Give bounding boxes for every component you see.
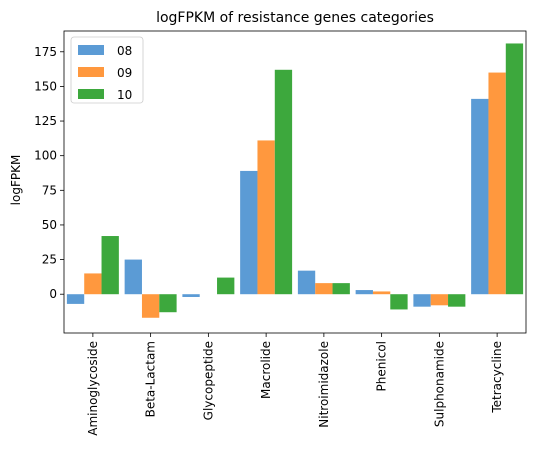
bar-10-beta-lactam [159,294,177,313]
y-axis-label: logFPKM [9,155,23,206]
bar-08-macrolide [240,170,258,295]
bar-10-sulphonamide [448,294,466,307]
x-axis: Aminoglycoside Beta-Lactam Glycopeptide Mac… [86,333,504,436]
y-tick-label: 100 [34,149,57,163]
x-tick-label: Nitroimidazole [317,341,331,428]
bar-09-sulphonamide [430,294,449,306]
bar-10-glycopeptide [217,277,235,295]
y-tick-label: 0 [49,287,57,301]
y-tick-label: 175 [34,45,57,59]
bar-08-sulphonamide [413,294,431,307]
x-tick-label: Aminoglycoside [86,341,100,436]
y-tick-label: 150 [34,79,57,93]
legend-label-09: 09 [117,66,132,80]
y-tick-label: 75 [42,183,57,197]
bar-10-macrolide [274,69,293,295]
bar-10-tetracycline [505,43,524,295]
x-tick-label: Glycopeptide [201,341,215,420]
y-tick-label: 50 [42,218,57,232]
legend-label-10: 10 [117,88,132,102]
y-axis: 0 25 50 75 100 125 150 175 [34,45,64,301]
legend-swatch-09 [78,67,104,77]
bars-layer [66,43,524,318]
legend-label-08: 08 [117,44,132,58]
bar-09-phenicol [372,291,391,295]
bar-09-nitroimidazole [315,283,333,295]
legend-swatch-08 [78,45,104,55]
bar-09-aminoglycoside [84,273,102,295]
legend: 08 09 10 [70,36,144,104]
y-tick-label: 125 [34,114,57,128]
bar-08-aminoglycoside [66,294,85,304]
bar-09-macrolide [257,140,275,295]
x-tick-label: Sulphonamide [432,341,446,427]
x-tick-label: Tetracycline [490,341,504,414]
bar-10-phenicol [390,294,408,310]
y-tick-label: 25 [42,253,57,267]
x-tick-label: Phenicol [375,341,389,391]
bar-09-tetracycline [488,72,506,295]
bar-08-beta-lactam [124,259,142,295]
bar-08-tetracycline [471,98,489,295]
bar-08-phenicol [355,290,373,295]
x-tick-label: Macrolide [259,341,273,399]
bar-10-nitroimidazole [332,283,350,295]
bar-09-beta-lactam [141,294,160,318]
legend-swatch-10 [78,89,104,99]
plot-frame [63,30,527,334]
chart-title: logFPKM of resistance genes categories [156,10,434,26]
bar-10-aminoglycoside [101,236,119,295]
x-tick-label: Beta-Lactam [144,341,158,417]
bar-08-glycopeptide [182,294,200,297]
bar-08-nitroimidazole [297,270,316,295]
